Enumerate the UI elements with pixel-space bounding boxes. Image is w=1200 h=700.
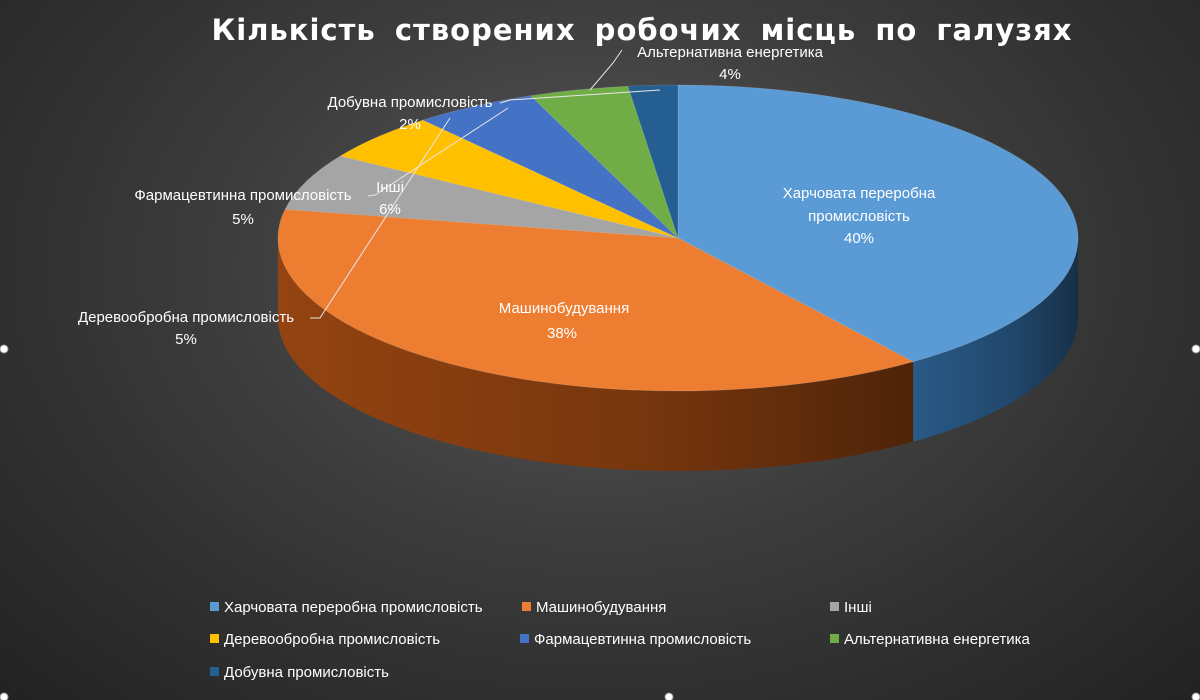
slice-label-wood: Деревообробна промисловість 5% [78, 309, 294, 348]
slice-value-pharma: 5% [232, 211, 254, 228]
slice-value-machinery: 38% [547, 325, 577, 342]
pie-slice-wood[interactable] [339, 119, 679, 239]
slice-value-other: 6% [379, 201, 401, 218]
slice-label-pharma: Фармацевтинна промисловість 5% [134, 187, 351, 228]
slice-label-alt-energy: Альтернативна енергетика 4% [637, 44, 824, 83]
legend-swatch-machinery [522, 602, 531, 611]
resize-handle-bottom-left[interactable] [0, 692, 9, 700]
slice-value-mining: 2% [399, 116, 421, 133]
leader-line-pharma [367, 107, 509, 197]
pie-side-shade-machinery [278, 238, 914, 471]
slice-label-mining-line1: Добувна промисловість [328, 94, 493, 111]
legend-label-wood: Деревообробна промисловість [224, 631, 440, 648]
legend-swatch-mining [210, 667, 219, 676]
slice-label-other-line1: Інші [376, 179, 404, 196]
leader-line-mining [499, 89, 661, 104]
chart-title: Кількість створених робочих місць по гал… [212, 13, 1073, 47]
legend-swatch-other [830, 602, 839, 611]
legend-swatch-wood [210, 634, 219, 643]
slice-label-pharma-line1: Фармацевтинна промисловість [134, 187, 351, 204]
pie-slice-pharma[interactable] [421, 95, 679, 239]
slice-value-food: 40% [844, 230, 874, 247]
legend-entry-food: Харчовата переробна промисловість [210, 599, 483, 616]
leader-line-alt-energy [589, 49, 623, 91]
legend-label-other: Інші [844, 599, 872, 616]
legend-swatch-food [210, 602, 219, 611]
pie-slice-other[interactable] [284, 155, 679, 239]
legend-label-food: Харчовата переробна промисловість [224, 599, 483, 616]
legend-entry-alt-energy: Альтернативна енергетика [830, 631, 1031, 648]
resize-handle-bottom-right[interactable] [1191, 692, 1200, 700]
slice-label-other: Інші 6% [376, 179, 404, 218]
legend-swatch-pharma [520, 634, 529, 643]
resize-handle-right[interactable] [1191, 344, 1200, 354]
legend-entry-mining: Добувна промисловість [210, 664, 389, 681]
slice-label-food-line1: Харчовата переробна [783, 185, 936, 202]
legend-label-pharma: Фармацевтинна промисловість [534, 631, 751, 648]
leader-lines [310, 49, 661, 319]
leader-line-wood [310, 117, 451, 319]
slice-label-food: Харчовата переробна промисловість 40% [783, 185, 936, 247]
legend: Харчовата переробна промисловість Машино… [210, 599, 1031, 681]
slice-value-alt-energy: 4% [719, 66, 741, 83]
legend-label-machinery: Машинобудування [536, 599, 666, 616]
resize-handle-bottom[interactable] [664, 692, 674, 700]
pie-slice-food[interactable] [677, 84, 1079, 363]
slice-label-wood-line1: Деревообробна промисловість [78, 309, 294, 326]
slice-label-mining: Добувна промисловість 2% [328, 94, 493, 133]
legend-label-mining: Добувна промисловість [224, 664, 389, 681]
slice-value-wood: 5% [175, 331, 197, 348]
legend-entry-wood: Деревообробна промисловість [210, 631, 440, 648]
pie-sides [278, 238, 1078, 471]
slice-label-machinery-line1: Машинобудування [499, 300, 629, 317]
resize-handle-left[interactable] [0, 344, 9, 354]
pie-slice-mining[interactable] [627, 84, 679, 239]
legend-swatch-alt-energy [830, 634, 839, 643]
slice-label-machinery: Машинобудування 38% [499, 300, 629, 342]
slice-label-food-line2: промисловість [808, 208, 910, 225]
slice-label-alt-energy-line1: Альтернативна енергетика [637, 44, 824, 61]
pie-side-shade-food [913, 238, 1078, 442]
legend-label-alt-energy: Альтернативна енергетика [844, 631, 1031, 648]
pie-slice-alt-energy[interactable] [529, 85, 679, 239]
legend-entry-other: Інші [830, 599, 872, 616]
legend-entry-machinery: Машинобудування [522, 599, 666, 616]
pie-slice-machinery[interactable] [277, 208, 915, 392]
pie-tops [277, 84, 1079, 392]
legend-entry-pharma: Фармацевтинна промисловість [520, 631, 751, 648]
